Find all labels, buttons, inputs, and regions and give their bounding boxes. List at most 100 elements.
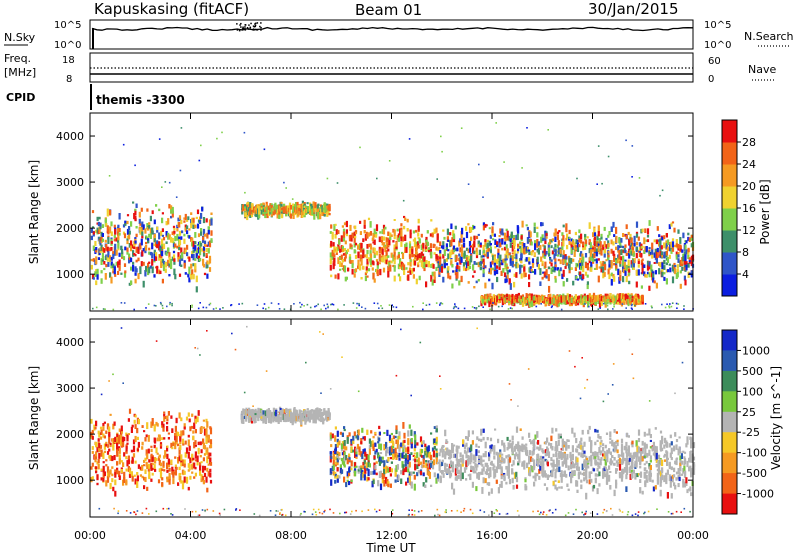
- echo-cell: [384, 246, 387, 253]
- echo-cell: [209, 468, 212, 473]
- echo-cell: [182, 430, 185, 436]
- echo-cell: [92, 231, 95, 235]
- cpid-value: themis -3300: [96, 93, 185, 107]
- echo-cell: [118, 470, 121, 477]
- echo-cell: [599, 241, 602, 248]
- echo-cell: [566, 300, 569, 305]
- echo-cell: [540, 256, 543, 262]
- nsky-burst-dot: [252, 28, 255, 30]
- echo-cell: [456, 475, 459, 480]
- echo-cell: [275, 409, 278, 417]
- echo-cell: [630, 304, 633, 307]
- echo-cell: [180, 430, 183, 437]
- echo-cell: [105, 464, 108, 467]
- echo-cell: [590, 249, 593, 255]
- echo-cell: [431, 271, 434, 277]
- echo-cell: [588, 240, 591, 243]
- echo-cell: [196, 209, 200, 215]
- echo-cell: [392, 435, 395, 440]
- echo-cell: [276, 208, 279, 213]
- echo-cell: [292, 212, 295, 219]
- echo-cell: [413, 242, 417, 248]
- echo-cell: [193, 462, 196, 469]
- echo-cell: [459, 260, 462, 265]
- echo-cell: [446, 228, 449, 235]
- echo-cell: [624, 233, 627, 237]
- echo-cell: [260, 208, 263, 215]
- echo-cell: [94, 457, 97, 463]
- echo-cell: [160, 258, 163, 262]
- echo-cell: [379, 443, 383, 451]
- echo-cell: [433, 244, 436, 247]
- echo-cell: [452, 233, 456, 240]
- echo-cell: [114, 243, 117, 248]
- echo-cell: [549, 261, 552, 264]
- echo-cell: [191, 217, 194, 225]
- echo-cell: [449, 232, 452, 236]
- echo-cell: [551, 238, 554, 242]
- echo-cell: [462, 262, 466, 268]
- echo-cell: [113, 238, 116, 242]
- echo-cell: [635, 281, 638, 288]
- echo-cell: [283, 308, 286, 310]
- echo-cell: [566, 293, 569, 296]
- echo-cell: [323, 418, 326, 421]
- echo-cell: [415, 254, 418, 258]
- echo-cell: [408, 454, 411, 461]
- echo-cell: [176, 245, 179, 249]
- echo-cell: [99, 226, 102, 230]
- echo-cell: [389, 457, 392, 460]
- nsearch-tick-bottom: 10^0: [704, 40, 731, 51]
- echo-cell: [210, 218, 213, 226]
- echo-cell: [441, 150, 443, 153]
- echo-cell: [498, 238, 501, 246]
- echo-cell: [454, 468, 457, 474]
- echo-cell: [363, 436, 366, 441]
- echo-cell: [452, 444, 456, 447]
- echo-cell: [195, 249, 198, 255]
- echo-cell: [495, 122, 497, 124]
- echo-cell: [652, 277, 655, 283]
- echo-cell: [622, 249, 625, 253]
- echo-cell: [472, 224, 475, 230]
- echo-cell: [183, 459, 186, 466]
- echo-cell: [415, 251, 418, 256]
- echo-cell: [447, 266, 450, 271]
- echo-cell: [206, 487, 209, 493]
- echo-cell: [493, 256, 496, 263]
- echo-cell: [95, 249, 98, 253]
- echo-cell: [130, 221, 133, 227]
- echo-cell: [109, 255, 112, 259]
- echo-cell: [523, 265, 526, 272]
- echo-cell: [200, 426, 203, 433]
- echo-cell: [114, 479, 117, 486]
- echo-cell: [482, 253, 485, 256]
- echo-cell: [435, 227, 438, 233]
- echo-cell: [576, 263, 580, 267]
- echo-cell: [120, 445, 123, 448]
- echo-cell: [100, 258, 103, 265]
- echo-cell: [552, 297, 556, 304]
- echo-cell: [405, 242, 408, 247]
- echo-cell: [128, 469, 132, 476]
- echo-cell: [385, 441, 388, 449]
- echo-cell: [394, 435, 397, 439]
- echo-cell: [442, 254, 445, 259]
- echo-cell: [96, 268, 99, 275]
- echo-cell: [296, 413, 299, 418]
- echo-cell: [412, 458, 415, 461]
- echo-cell: [520, 258, 523, 264]
- echo-cell: [354, 230, 358, 233]
- echo-cell: [622, 268, 625, 274]
- echo-cell: [628, 253, 631, 259]
- echo-cell: [554, 278, 557, 283]
- echo-cell: [627, 265, 630, 270]
- echo-cell: [134, 240, 137, 244]
- echo-cell: [141, 250, 144, 257]
- echo-cell: [435, 428, 438, 433]
- echo-cell: [208, 240, 212, 248]
- echo-cell: [346, 476, 349, 479]
- echo-cell: [196, 455, 199, 463]
- echo-cell: [604, 293, 607, 297]
